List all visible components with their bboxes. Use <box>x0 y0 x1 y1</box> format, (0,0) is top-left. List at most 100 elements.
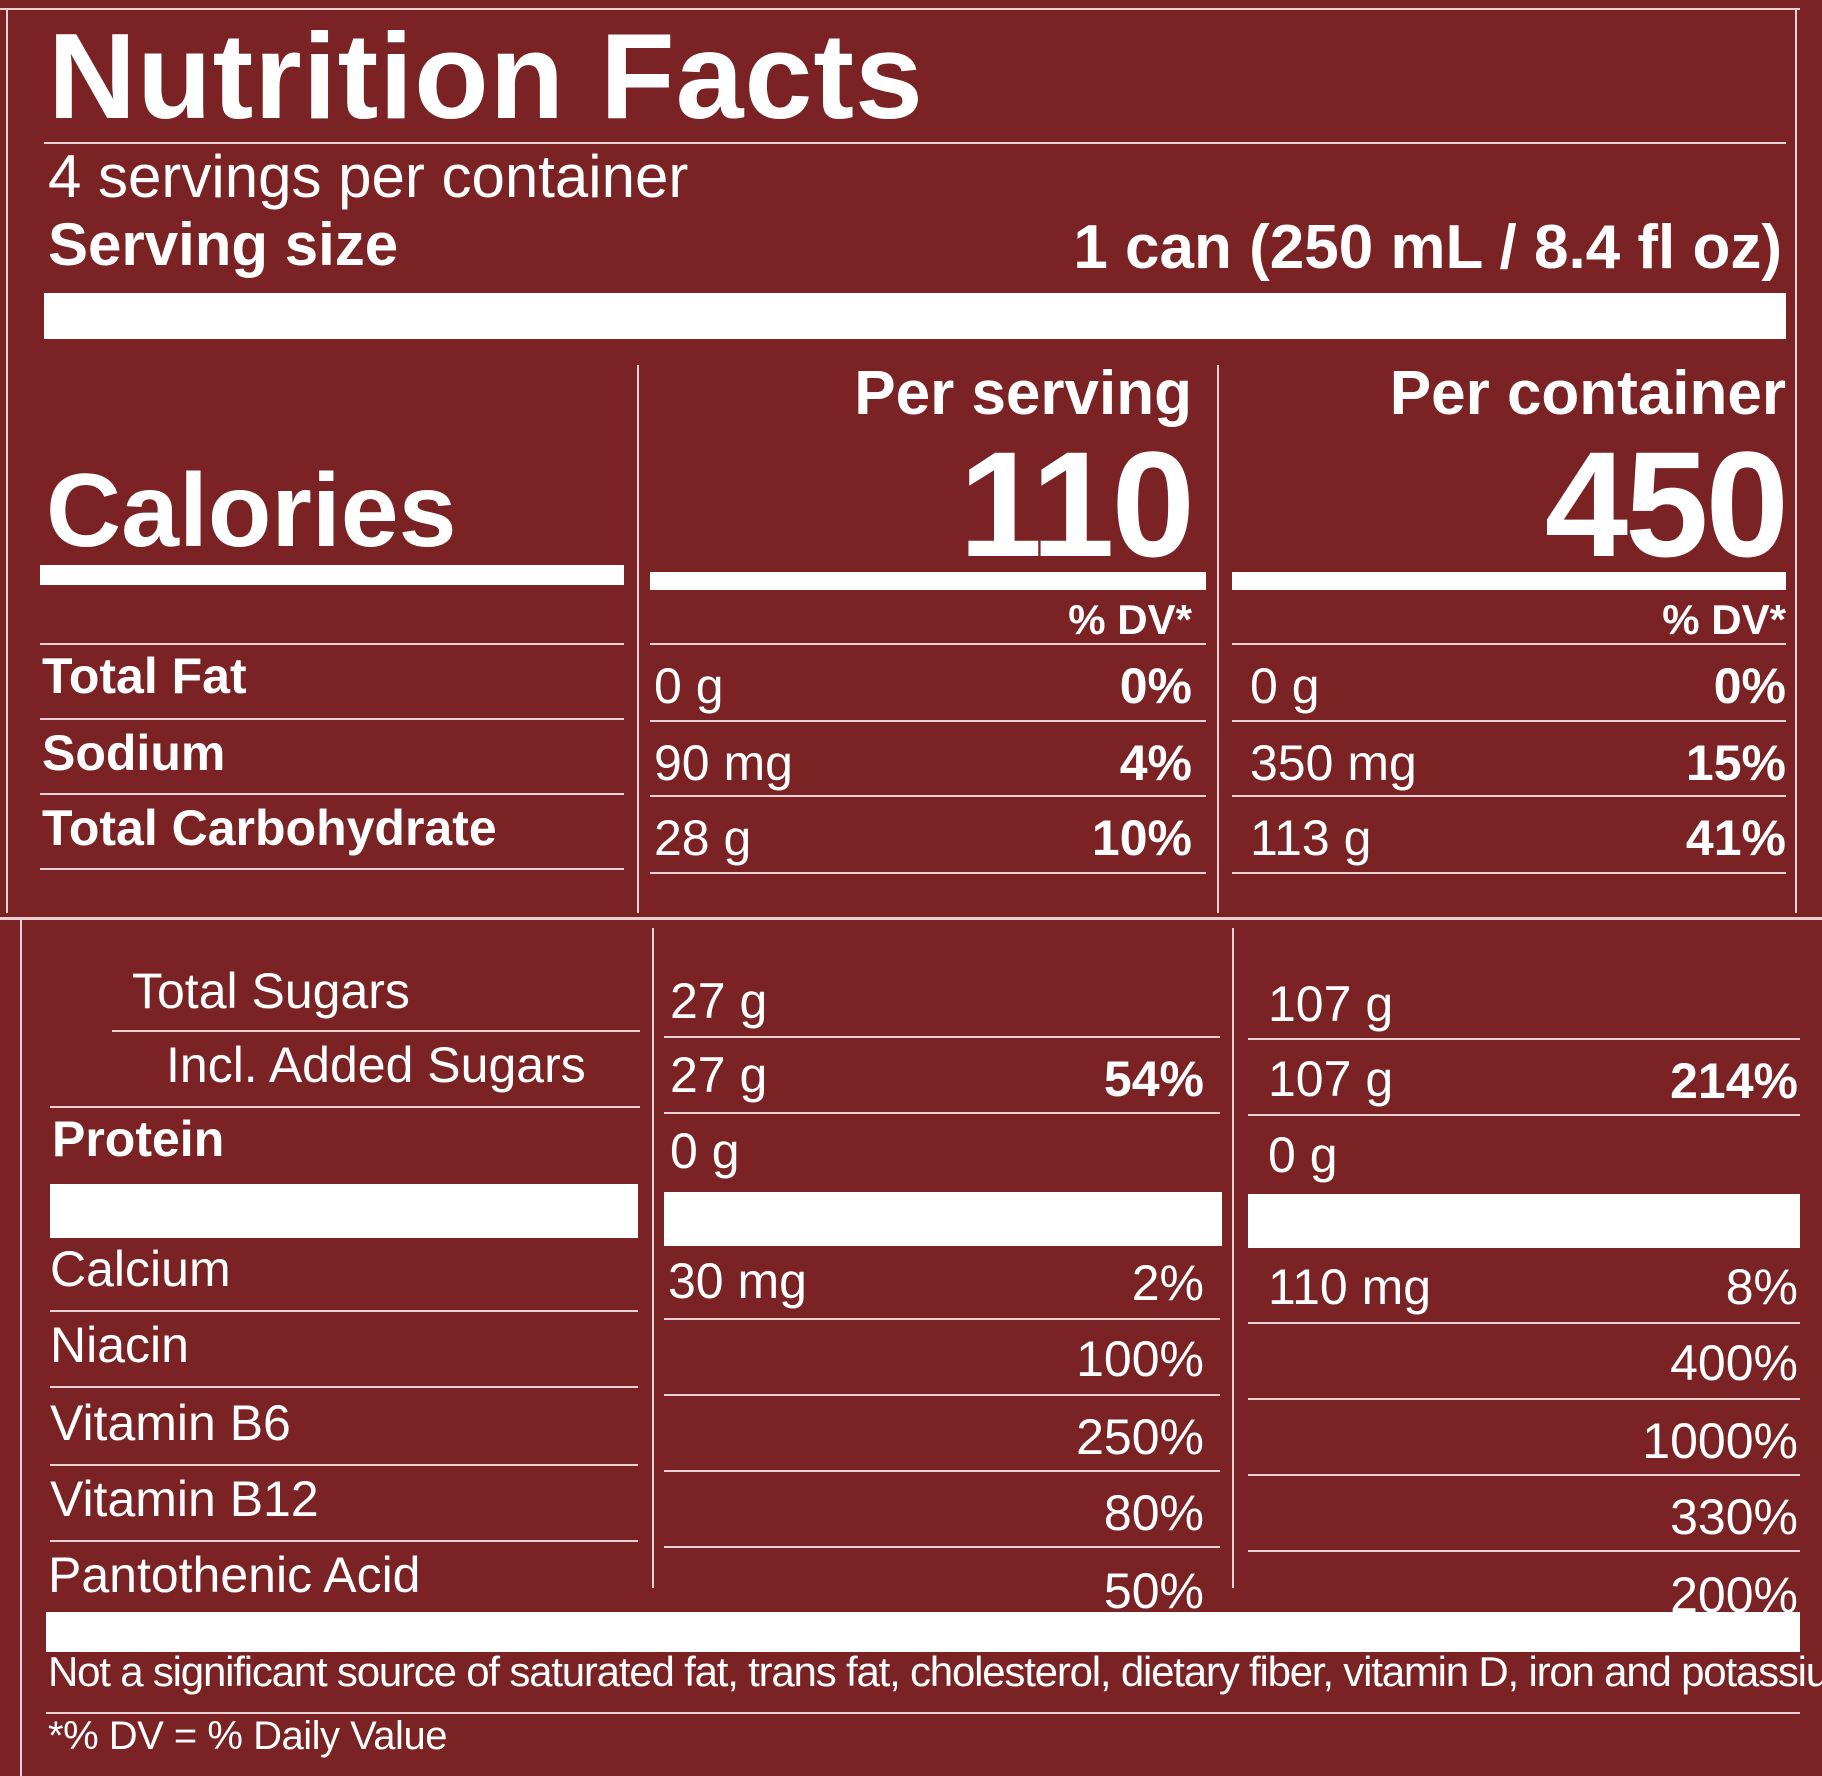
serving-dv: 10% <box>1091 810 1192 866</box>
serving-amount: 90 mg <box>654 735 793 791</box>
container-dv: 15% <box>1685 735 1786 791</box>
col-sep-1-bottom <box>652 928 654 1588</box>
row-rule <box>1248 1398 1800 1400</box>
calories-label: Calories <box>46 453 457 569</box>
row-rule <box>40 793 624 795</box>
protein-bar-label <box>50 1184 638 1238</box>
serving-dv: 100% <box>1076 1331 1204 1387</box>
serving-amount: 28 g <box>654 810 752 866</box>
row-rule <box>650 872 1206 874</box>
container-amount: 0 g <box>1250 658 1320 714</box>
left-border-top <box>6 8 8 913</box>
serving-size-value: 1 can (250 mL / 8.4 fl oz) <box>1073 213 1782 282</box>
row-rule <box>50 1386 638 1388</box>
serving-amount: 0 g <box>654 658 724 714</box>
container-dv: 400% <box>1670 1335 1798 1391</box>
calories-bar-label <box>40 565 624 585</box>
dv-rule-container <box>1232 643 1786 645</box>
protein-bar-container <box>1248 1194 1800 1248</box>
row-rule <box>650 795 1206 797</box>
container-amount: 107 g <box>1268 1051 1394 1107</box>
row-rule <box>1232 720 1786 722</box>
vitamin-name: Calcium <box>50 1241 231 1297</box>
serving-dv: 2% <box>1131 1255 1204 1311</box>
serving-dv: 80% <box>1103 1485 1204 1541</box>
serving-amount: 27 g <box>670 1047 768 1103</box>
row-rule <box>664 1318 1220 1320</box>
row-rule <box>650 720 1206 722</box>
calories-bar-serving <box>650 572 1206 590</box>
row-rule <box>50 1106 640 1108</box>
nutrient-name: Incl. Added Sugars <box>166 1037 586 1093</box>
protein-bar-serving <box>664 1192 1222 1246</box>
row-rule <box>1232 872 1786 874</box>
nutrient-name: Protein <box>52 1111 225 1167</box>
right-border <box>1795 8 1797 913</box>
serving-dv: 54% <box>1103 1051 1204 1107</box>
container-dv: 0% <box>1713 658 1786 714</box>
row-rule <box>1248 1114 1800 1116</box>
container-amount: 107 g <box>1268 976 1394 1032</box>
left-border-bottom <box>20 920 22 1776</box>
row-rule <box>1248 1550 1800 1552</box>
row-rule <box>1248 1038 1800 1040</box>
container-amount: 110 mg <box>1268 1259 1432 1315</box>
row-rule <box>664 1112 1220 1114</box>
per-serving-header: Per serving <box>854 359 1192 428</box>
container-dv: 1000% <box>1642 1413 1798 1469</box>
vitamin-name: Vitamin B6 <box>50 1395 291 1451</box>
serving-dv: 50% <box>1103 1563 1204 1619</box>
vitamin-name: Vitamin B12 <box>50 1471 319 1527</box>
servings-per-container: 4 servings per container <box>48 143 689 210</box>
serving-dv: 4% <box>1119 735 1192 791</box>
serving-amount: 27 g <box>670 973 768 1029</box>
title-rule <box>44 142 1786 144</box>
row-rule <box>50 1540 638 1542</box>
dv-footnote: *% DV = % Daily Value <box>48 1714 447 1758</box>
col-sep-2-bottom <box>1232 928 1234 1588</box>
row-rule <box>664 1546 1220 1548</box>
nutrient-name: Sodium <box>42 725 226 781</box>
serving-size-label: Serving size <box>48 211 399 278</box>
dv-header-container: % DV* <box>1662 596 1786 643</box>
row-rule <box>664 1470 1220 1472</box>
footnote: Not a significant source of saturated fa… <box>48 1648 1822 1695</box>
row-rule <box>50 1310 638 1312</box>
col-sep-2-top <box>1217 365 1219 913</box>
serving-amount: 30 mg <box>668 1253 807 1309</box>
nutrient-name: Total Fat <box>42 648 247 704</box>
nutrient-name: Total Carbohydrate <box>42 800 497 856</box>
vitamin-name: Niacin <box>50 1317 189 1373</box>
row-rule <box>664 1036 1220 1038</box>
container-dv: 214% <box>1670 1053 1798 1109</box>
col-sep-1-top <box>637 365 639 913</box>
container-amount: 0 g <box>1268 1127 1338 1183</box>
dv-rule-label <box>40 643 624 645</box>
row-rule <box>50 1464 638 1466</box>
row-rule <box>1248 1474 1800 1476</box>
calories-per-serving: 110 <box>959 420 1195 588</box>
container-amount: 350 mg <box>1250 735 1417 791</box>
dv-header-serving: % DV* <box>1068 596 1192 643</box>
footnote-rule <box>46 1712 1800 1714</box>
container-amount: 113 g <box>1250 810 1372 866</box>
calories-per-container: 450 <box>1544 420 1789 588</box>
container-dv: 8% <box>1725 1259 1798 1315</box>
calories-bar-container <box>1232 572 1786 590</box>
top-border <box>0 8 1800 10</box>
serving-dv: 0% <box>1119 658 1192 714</box>
vitamin-name: Pantothenic Acid <box>48 1547 421 1603</box>
row-rule <box>664 1394 1220 1396</box>
nutrient-name: Total Sugars <box>132 963 410 1019</box>
row-rule <box>1232 795 1786 797</box>
row-rule <box>112 1030 640 1032</box>
panel-split-line <box>0 917 1822 920</box>
per-container-header: Per container <box>1389 359 1786 428</box>
dv-rule-serving <box>650 643 1206 645</box>
row-rule <box>1248 1322 1800 1324</box>
thick-bar-top <box>44 293 1786 339</box>
label-title: Nutrition Facts <box>48 8 924 144</box>
row-rule <box>40 868 624 870</box>
container-dv: 41% <box>1685 810 1786 866</box>
serving-amount: 0 g <box>670 1123 740 1179</box>
